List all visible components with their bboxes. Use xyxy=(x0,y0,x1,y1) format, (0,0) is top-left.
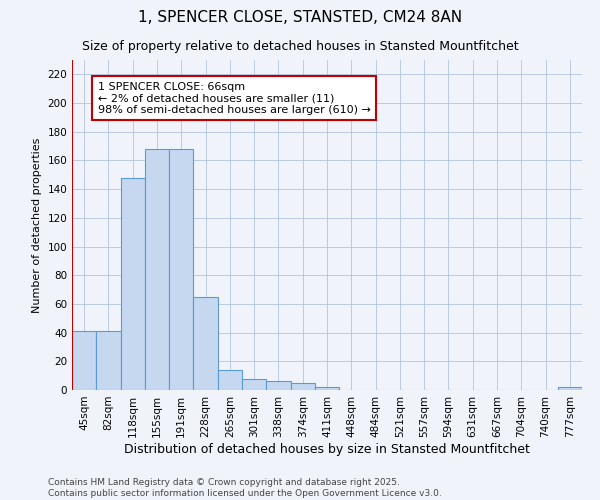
Bar xyxy=(121,178,145,390)
Bar xyxy=(169,149,193,390)
X-axis label: Distribution of detached houses by size in Stansted Mountfitchet: Distribution of detached houses by size … xyxy=(124,442,530,456)
Bar xyxy=(558,387,582,390)
Text: 1 SPENCER CLOSE: 66sqm
← 2% of detached houses are smaller (11)
98% of semi-deta: 1 SPENCER CLOSE: 66sqm ← 2% of detached … xyxy=(97,82,370,114)
Bar xyxy=(72,331,96,390)
Bar xyxy=(266,382,290,390)
Bar xyxy=(218,370,242,390)
Bar xyxy=(242,378,266,390)
Bar xyxy=(193,296,218,390)
Bar xyxy=(315,387,339,390)
Text: Contains HM Land Registry data © Crown copyright and database right 2025.
Contai: Contains HM Land Registry data © Crown c… xyxy=(48,478,442,498)
Bar xyxy=(145,149,169,390)
Bar xyxy=(290,383,315,390)
Y-axis label: Number of detached properties: Number of detached properties xyxy=(32,138,42,312)
Text: 1, SPENCER CLOSE, STANSTED, CM24 8AN: 1, SPENCER CLOSE, STANSTED, CM24 8AN xyxy=(138,10,462,25)
Text: Size of property relative to detached houses in Stansted Mountfitchet: Size of property relative to detached ho… xyxy=(82,40,518,53)
Bar xyxy=(96,331,121,390)
